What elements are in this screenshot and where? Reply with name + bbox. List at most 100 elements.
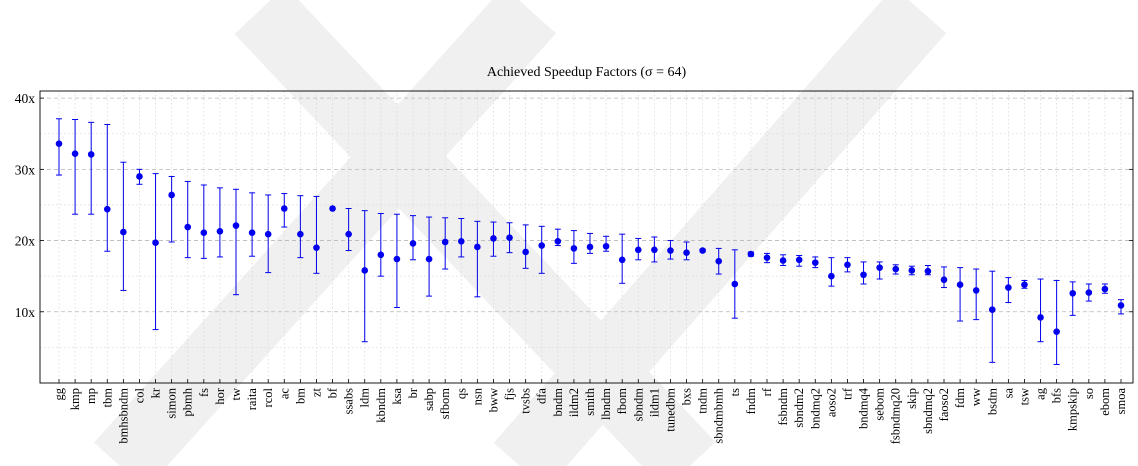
category-label: ldm bbox=[358, 388, 372, 408]
category-label: bsdm bbox=[985, 388, 999, 415]
watermark-stroke bbox=[493, 0, 947, 466]
data-point bbox=[844, 261, 851, 269]
data-point bbox=[103, 205, 111, 213]
category-label: fndm bbox=[744, 388, 758, 415]
data-point bbox=[506, 234, 513, 242]
data-point bbox=[908, 267, 916, 274]
watermark-stroke bbox=[93, 0, 557, 466]
data-point bbox=[1069, 289, 1077, 297]
category-label: bm bbox=[293, 388, 307, 404]
category-label: ts bbox=[728, 388, 742, 396]
category-label: kmp bbox=[68, 388, 82, 410]
category-label: fsbndmq20 bbox=[889, 388, 903, 444]
data-point bbox=[956, 281, 964, 289]
category-label: ildm2 bbox=[567, 388, 581, 417]
data-point bbox=[586, 243, 594, 251]
category-label: zt bbox=[309, 387, 323, 397]
category-label: simon bbox=[165, 387, 179, 418]
category-label: kmpskip bbox=[1066, 388, 1080, 431]
plot-frame bbox=[39, 90, 1134, 384]
data-point bbox=[329, 205, 336, 212]
data-point bbox=[1005, 284, 1012, 291]
category-label: sbndmq2 bbox=[921, 388, 935, 434]
data-point bbox=[779, 257, 787, 264]
data-point bbox=[393, 255, 401, 263]
category-label: sebom bbox=[873, 388, 887, 421]
data-point bbox=[924, 267, 932, 275]
data-point bbox=[763, 254, 771, 261]
y-tick-label: 10x bbox=[15, 305, 36, 320]
data-point bbox=[602, 242, 610, 250]
data-point bbox=[377, 251, 385, 259]
data-series bbox=[55, 118, 1125, 383]
category-label: br bbox=[406, 387, 420, 398]
category-label: kbndm bbox=[374, 388, 388, 423]
category-label: ssabs bbox=[342, 388, 356, 415]
grid bbox=[40, 91, 1133, 383]
data-point bbox=[87, 151, 95, 158]
data-point bbox=[554, 237, 562, 245]
category-label: trf bbox=[840, 387, 854, 400]
watermark-logo bbox=[93, 0, 947, 466]
data-point bbox=[538, 242, 546, 249]
data-point bbox=[200, 229, 208, 237]
data-point bbox=[747, 250, 755, 258]
data-point bbox=[715, 257, 723, 265]
category-label: col bbox=[132, 387, 146, 403]
y-tick-label: 30x bbox=[15, 162, 36, 177]
category-label: aoso2 bbox=[824, 388, 838, 417]
category-label: fsbndm bbox=[776, 388, 790, 426]
category-label: skip bbox=[905, 388, 919, 409]
category-label: lbndm bbox=[599, 388, 613, 420]
data-point bbox=[184, 223, 192, 231]
data-point bbox=[216, 228, 224, 235]
data-point bbox=[345, 230, 352, 238]
category-label: raita bbox=[245, 388, 259, 411]
category-label: bfs bbox=[1050, 388, 1064, 403]
category-label: fdm bbox=[953, 388, 967, 408]
category-label: kr bbox=[149, 387, 163, 398]
data-point bbox=[55, 140, 63, 148]
category-label: sa bbox=[1001, 388, 1015, 399]
data-point bbox=[490, 235, 497, 242]
category-label: bf bbox=[326, 387, 340, 398]
data-point bbox=[71, 150, 79, 157]
data-point bbox=[618, 256, 626, 264]
category-label: tunedbm bbox=[663, 388, 677, 432]
category-label: nsn bbox=[470, 387, 484, 405]
data-point bbox=[313, 244, 320, 251]
data-point bbox=[232, 222, 240, 229]
category-label: sabp bbox=[422, 388, 436, 411]
data-point bbox=[425, 255, 433, 263]
category-label: pbmh bbox=[181, 387, 195, 416]
category-label: hor bbox=[213, 387, 227, 405]
category-label: ksa bbox=[390, 388, 404, 405]
category-label: fbom bbox=[615, 388, 629, 415]
chart-title: Achieved Speedup Factors (σ = 64) bbox=[487, 65, 687, 80]
data-point bbox=[570, 245, 578, 252]
data-point bbox=[972, 287, 980, 294]
category-label: sfbom bbox=[438, 388, 452, 420]
data-point bbox=[474, 243, 481, 251]
data-point bbox=[457, 237, 465, 245]
category-label: dfa bbox=[535, 388, 549, 404]
axes: 10x 20x 30x 40x bbox=[15, 90, 1134, 384]
data-point bbox=[361, 267, 369, 274]
data-point bbox=[522, 248, 529, 256]
category-label: bww bbox=[486, 388, 500, 412]
category-label: rcol bbox=[261, 387, 275, 407]
data-point bbox=[1117, 302, 1125, 309]
data-point bbox=[248, 229, 256, 237]
category-label: bndm bbox=[551, 388, 565, 417]
category-label: bndmq2 bbox=[808, 388, 822, 429]
category-label: tvsbs bbox=[519, 388, 533, 414]
y-tick-label: 20x bbox=[15, 234, 36, 249]
data-point bbox=[280, 205, 288, 212]
data-point bbox=[264, 230, 272, 238]
category-label: tsw bbox=[1017, 388, 1031, 405]
category-label: ww bbox=[969, 388, 983, 406]
data-point bbox=[120, 228, 127, 236]
data-point bbox=[795, 256, 803, 264]
category-label: bmhsbndm bbox=[116, 388, 130, 444]
